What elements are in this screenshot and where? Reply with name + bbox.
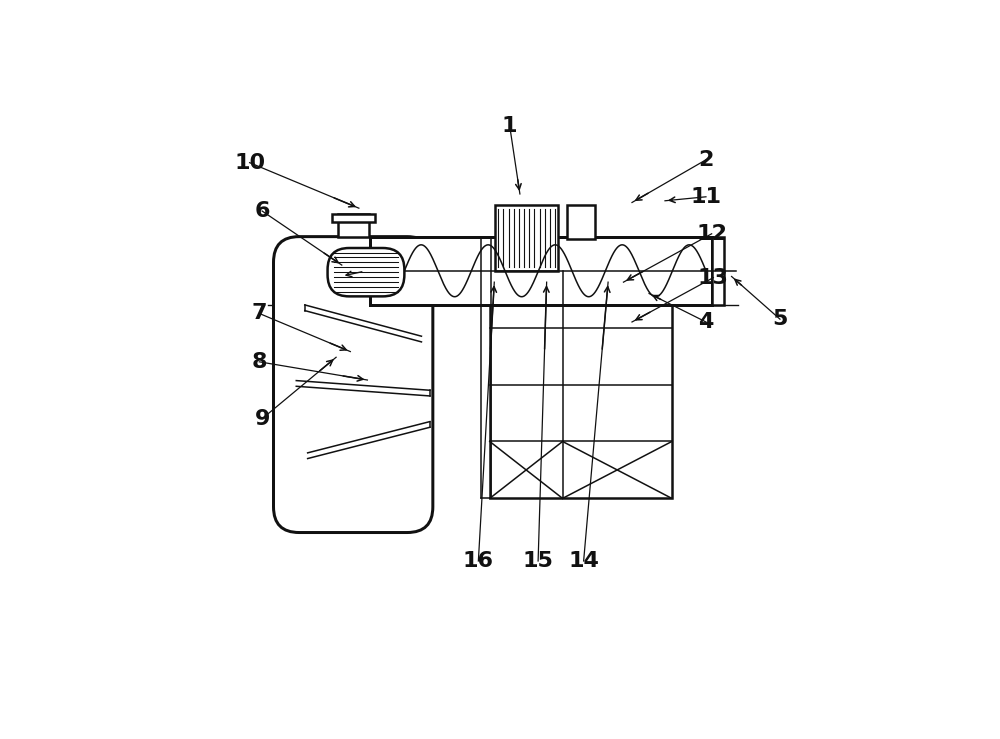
Text: 8: 8	[252, 352, 267, 372]
Bar	[490, 270, 672, 498]
Text: 9: 9	[254, 409, 270, 429]
Text: 5: 5	[772, 309, 788, 329]
Bar	[370, 236, 712, 305]
Bar	[712, 236, 724, 305]
Bar	[495, 205, 558, 270]
Text: 14: 14	[568, 551, 599, 571]
Text: 6: 6	[254, 201, 270, 221]
Bar	[567, 205, 595, 239]
Text: 2: 2	[698, 150, 714, 170]
Text: 4: 4	[698, 312, 714, 332]
FancyBboxPatch shape	[328, 248, 404, 296]
FancyBboxPatch shape	[274, 236, 433, 533]
Text: 15: 15	[523, 551, 554, 571]
Bar	[338, 214, 369, 236]
Text: 1: 1	[502, 116, 517, 136]
Text: 10: 10	[234, 153, 265, 173]
Text: 16: 16	[463, 551, 494, 571]
Text: 11: 11	[690, 187, 721, 207]
Text: 12: 12	[696, 224, 727, 244]
Text: 7: 7	[252, 304, 267, 324]
Bar	[332, 214, 375, 222]
Text: 13: 13	[698, 268, 729, 287]
